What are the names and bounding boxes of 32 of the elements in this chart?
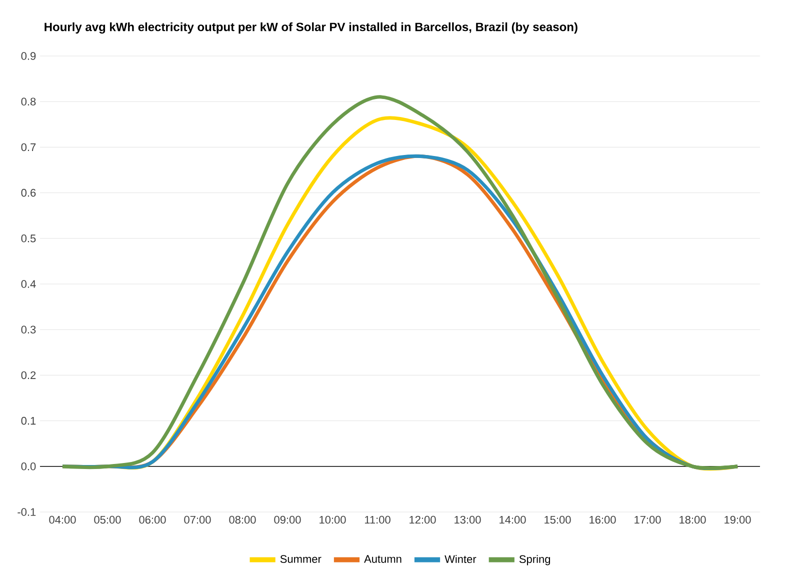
legend-label: Winter [444,554,476,564]
y-tick-label: 0.7 [21,143,36,152]
x-tick-label: 18:00 [680,516,706,524]
y-tick-label: 0.9 [21,52,36,60]
y-tick-label: 0.1 [21,416,36,425]
x-tick-label: 08:00 [229,516,256,524]
y-tick-label: 0.4 [21,280,36,288]
legend-label: Spring [519,554,550,566]
legend-label: Autumn [364,555,402,563]
x-tick-label: 17:00 [634,516,661,524]
chart-title: Hourly avg kWh electricity output per kW of Solar PV installed in Barcellos, Brazil (by season) [44,22,578,34]
y-tick-label: 0.3 [21,326,36,334]
x-tick-label: 07:00 [184,516,211,524]
y-tick-label: 0.6 [21,188,36,197]
y-tick-label: 0.5 [21,234,36,242]
x-tick-label: 13:00 [454,516,481,524]
legend-label: Summer [280,555,322,563]
x-tick-label: 05:00 [94,516,121,524]
x-tick-label: 09:00 [274,516,301,524]
y-tick-label: -0.1 [18,508,36,516]
x-tick-label: 14:00 [500,516,526,524]
x-tick-label: 10:00 [320,516,346,524]
x-tick-label: 16:00 [590,516,616,524]
x-tick-label: 04:00 [49,516,76,524]
y-tick-label: 0.0 [21,462,36,470]
x-tick-label: 06:00 [139,516,166,524]
x-tick-label: 15:00 [544,516,571,524]
x-tick-label: 12:00 [410,516,436,524]
x-tick-label: 19:00 [724,516,751,524]
y-tick-label: 0.2 [21,371,36,380]
y-tick-label: 0.8 [21,98,36,106]
x-tick-label: 11:00 [364,516,390,524]
